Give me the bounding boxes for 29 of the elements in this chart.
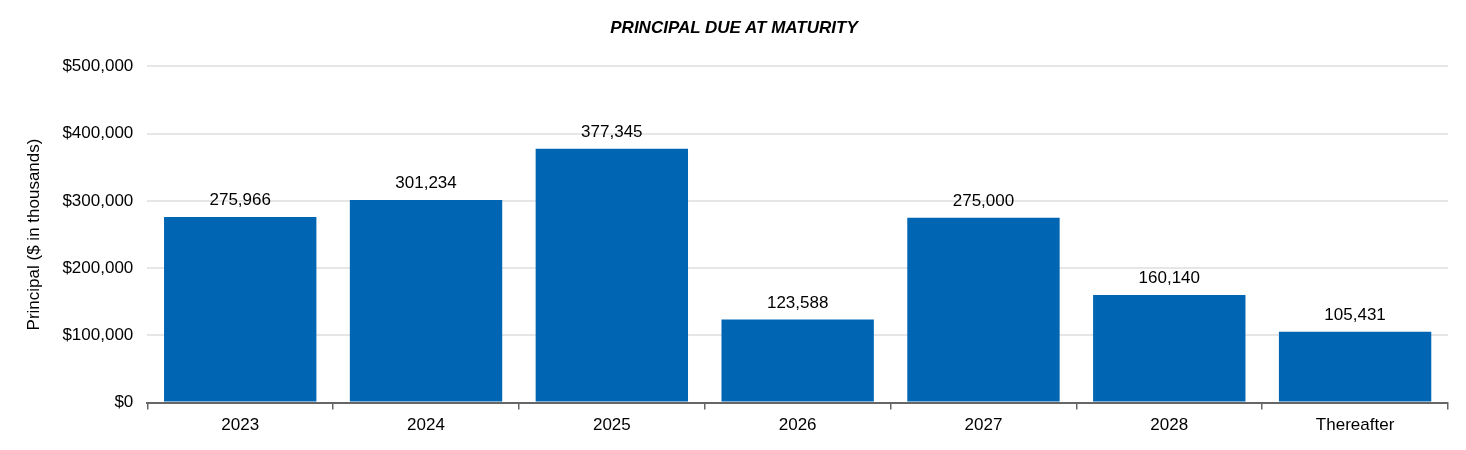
y-tick-label: $0 xyxy=(114,392,134,412)
chart-title: PRINCIPAL DUE AT MATURITY xyxy=(610,17,860,37)
x-tick-label: 2028 xyxy=(1150,415,1189,435)
y-tick-label: $300,000 xyxy=(62,190,134,210)
x-tick-label: Thereafter xyxy=(1315,415,1395,435)
x-tick-label: 2027 xyxy=(964,415,1003,435)
data-label: 105,431 xyxy=(1324,304,1386,324)
data-label: 123,588 xyxy=(766,292,829,312)
bar xyxy=(1093,294,1246,402)
data-label: 301,234 xyxy=(395,173,457,193)
y-tick-label: $100,000 xyxy=(62,325,134,345)
x-tick-label: 2023 xyxy=(221,415,260,435)
y-tick-label: $500,000 xyxy=(62,56,134,76)
data-label: 275,966 xyxy=(209,190,271,210)
bar xyxy=(349,200,503,402)
bar xyxy=(907,217,1060,402)
x-tick-label: 2026 xyxy=(778,415,817,435)
y-tick-label: $200,000 xyxy=(62,257,134,277)
bar xyxy=(164,217,317,402)
data-label: 275,000 xyxy=(952,190,1015,210)
bar xyxy=(535,148,689,402)
y-tick-label: $400,000 xyxy=(62,123,134,143)
data-label: 377,345 xyxy=(581,122,643,142)
bar xyxy=(721,319,874,402)
data-label: 160,140 xyxy=(1138,268,1201,288)
x-tick-label: 2025 xyxy=(592,415,631,435)
bar xyxy=(1278,331,1432,402)
y-axis-title: Principal ($ in thousands) xyxy=(23,138,43,331)
x-tick-label: 2024 xyxy=(407,415,445,435)
